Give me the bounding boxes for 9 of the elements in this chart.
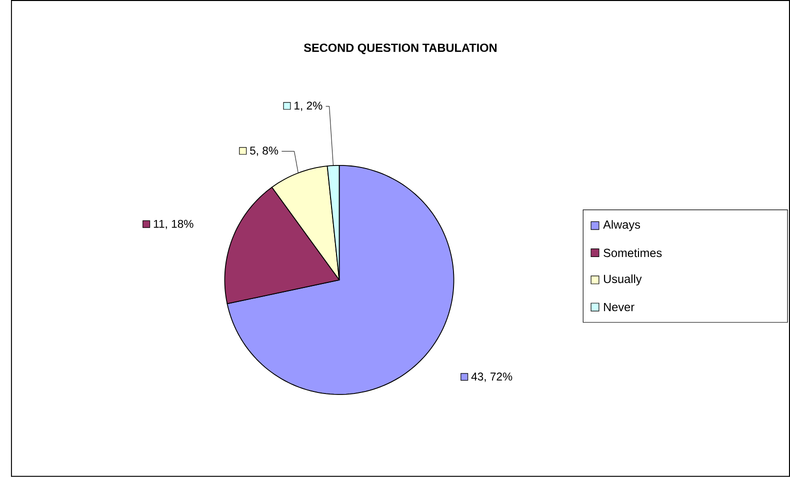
legend-label: Always — [603, 220, 640, 232]
data-label: 11, 18% — [154, 220, 194, 230]
legend-label: Usually — [604, 274, 642, 286]
data-label: 1, 2% — [294, 102, 322, 112]
data-label: 5, 8% — [250, 146, 278, 156]
legend-label: Never — [604, 303, 634, 312]
legend-label: Sometimes — [604, 248, 662, 258]
data-label: 43, 72% — [471, 372, 512, 382]
chart-title: SECOND QUESTION TABULATION — [304, 44, 497, 54]
